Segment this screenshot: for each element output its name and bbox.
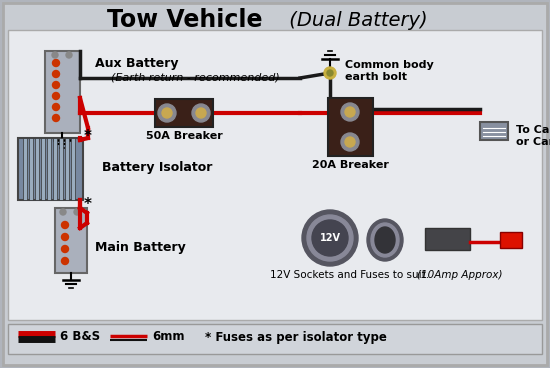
Circle shape — [62, 258, 69, 265]
Bar — [29, 138, 33, 200]
Bar — [41, 138, 45, 200]
Circle shape — [60, 209, 66, 215]
Circle shape — [192, 104, 210, 122]
Bar — [425, 228, 470, 250]
Circle shape — [52, 52, 58, 58]
Ellipse shape — [371, 223, 399, 257]
Bar — [328, 98, 373, 156]
Text: Battery Isolator: Battery Isolator — [102, 162, 212, 174]
Text: *: * — [84, 128, 92, 144]
Text: * Fuses as per isolator type: * Fuses as per isolator type — [205, 330, 387, 343]
Circle shape — [341, 133, 359, 151]
Bar — [35, 138, 39, 200]
Circle shape — [307, 215, 353, 261]
Text: Aux Battery: Aux Battery — [95, 57, 179, 70]
Bar — [500, 232, 522, 248]
Text: Main Battery: Main Battery — [95, 241, 186, 255]
Circle shape — [345, 137, 355, 147]
Circle shape — [62, 245, 69, 252]
Text: 12V: 12V — [320, 233, 340, 243]
Bar — [59, 138, 63, 200]
Circle shape — [74, 209, 80, 215]
Bar — [8, 324, 542, 354]
Circle shape — [52, 60, 59, 67]
Text: (Earth return - recommended): (Earth return - recommended) — [111, 73, 279, 83]
Text: To Camper
or Caravan: To Camper or Caravan — [516, 125, 550, 147]
Text: (Dual Battery): (Dual Battery) — [283, 11, 427, 29]
Circle shape — [196, 108, 206, 118]
Circle shape — [341, 103, 359, 121]
Circle shape — [302, 210, 358, 266]
Circle shape — [312, 220, 348, 256]
Bar — [71, 138, 75, 200]
Circle shape — [162, 108, 172, 118]
Text: 6 B&S: 6 B&S — [60, 330, 100, 343]
Text: *: * — [84, 198, 92, 212]
Bar — [65, 138, 69, 200]
Ellipse shape — [367, 219, 403, 261]
Text: 6mm: 6mm — [152, 330, 184, 343]
Bar — [18, 138, 83, 200]
Text: 20A Breaker: 20A Breaker — [311, 160, 388, 170]
Circle shape — [52, 81, 59, 88]
Bar — [47, 138, 51, 200]
Ellipse shape — [375, 227, 395, 253]
Text: 12V Sockets and Fuses to suit.: 12V Sockets and Fuses to suit. — [271, 270, 430, 280]
Circle shape — [327, 70, 333, 76]
Circle shape — [62, 222, 69, 229]
Circle shape — [62, 234, 69, 241]
Circle shape — [52, 103, 59, 110]
Text: (10Amp Approx): (10Amp Approx) — [417, 270, 503, 280]
Circle shape — [66, 52, 72, 58]
Bar — [155, 99, 213, 127]
Bar — [480, 122, 508, 140]
Circle shape — [324, 67, 336, 79]
Text: Common body
earth bolt: Common body earth bolt — [345, 60, 434, 82]
Circle shape — [158, 104, 176, 122]
Circle shape — [52, 114, 59, 121]
Circle shape — [345, 107, 355, 117]
Circle shape — [52, 71, 59, 78]
Bar — [45, 51, 80, 133]
Bar — [55, 208, 87, 273]
Text: Tow Vehicle: Tow Vehicle — [107, 8, 263, 32]
Circle shape — [52, 92, 59, 99]
Bar — [23, 138, 27, 200]
Bar — [53, 138, 57, 200]
Bar — [8, 30, 542, 320]
Text: 50A Breaker: 50A Breaker — [146, 131, 222, 141]
